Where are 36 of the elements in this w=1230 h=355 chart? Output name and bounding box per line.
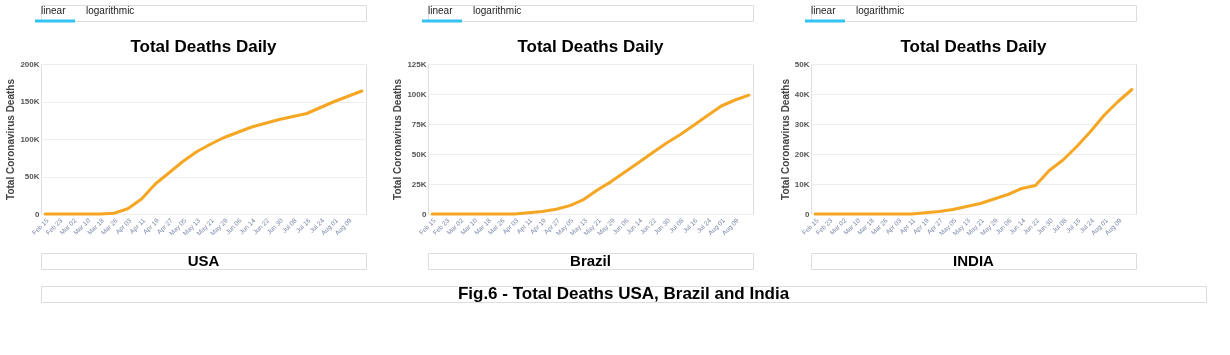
text: INDIA xyxy=(953,252,995,269)
y-tick-label: 150K xyxy=(20,97,40,106)
y-tick-label: 50K xyxy=(411,149,427,159)
y-axis-title: Total Coronavirus Deaths xyxy=(392,78,404,200)
text: linear xyxy=(428,5,454,16)
y-tick-label: 50K xyxy=(794,59,810,69)
y-axis-title: Total Coronavirus Deaths xyxy=(5,78,17,200)
y-axis-title: Total Coronavirus Deaths xyxy=(779,78,791,200)
text: logarithmic xyxy=(86,5,135,16)
chart-title: Total Deaths Daily xyxy=(517,37,665,56)
text: linear xyxy=(811,5,837,16)
y-tick-label: 25K xyxy=(411,179,427,189)
text: Brazil xyxy=(570,252,611,269)
text: logarithmic xyxy=(473,5,522,16)
y-tick-label: 125K xyxy=(407,59,427,69)
text: linear xyxy=(41,5,67,16)
chart-title: Total Deaths Daily xyxy=(130,37,278,56)
y-tick-label: 40K xyxy=(794,89,810,99)
y-tick-label: 75K xyxy=(411,119,427,129)
y-tick-label: 0 xyxy=(422,209,428,219)
y-tick-label: 100K xyxy=(407,89,427,99)
chart-title: Total Deaths Daily xyxy=(900,37,1048,56)
y-tick-label: 200K xyxy=(20,59,40,69)
y-tick-label: 100K xyxy=(20,134,40,144)
text: USA xyxy=(187,252,220,269)
y-tick-label: 0 xyxy=(35,209,41,219)
y-tick-label: 20K xyxy=(794,149,810,159)
line-series xyxy=(430,93,751,216)
y-tick-label: 0 xyxy=(805,209,811,219)
text: logarithmic xyxy=(856,5,905,16)
y-tick-label: 10K xyxy=(794,179,810,189)
y-tick-label: 50K xyxy=(24,172,40,181)
y-tick-label: 30K xyxy=(794,119,810,129)
caption: Fig.6 - Total Deaths USA, Brazil and India xyxy=(457,284,790,303)
line-series xyxy=(813,88,1134,216)
line-series xyxy=(43,89,364,216)
